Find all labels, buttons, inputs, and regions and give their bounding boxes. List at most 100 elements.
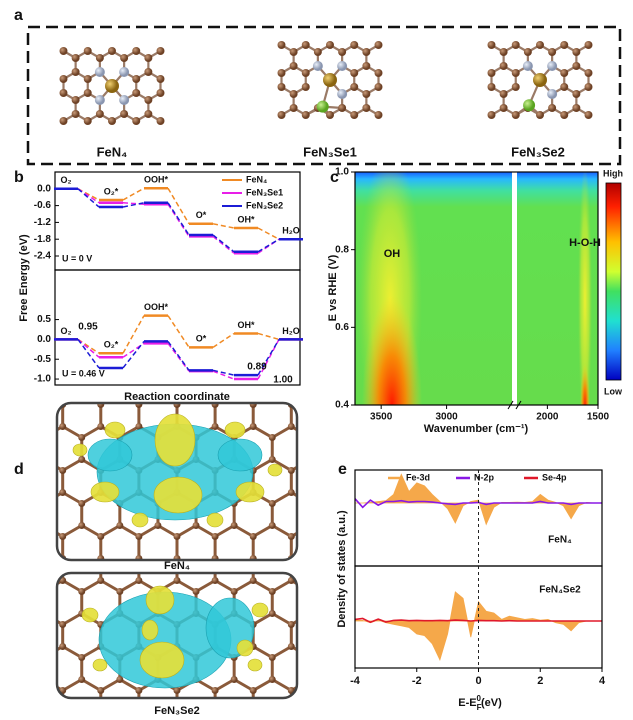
- y-tick-label: -0.5: [34, 354, 52, 365]
- condition-label: U = 0.46 V: [62, 368, 105, 378]
- atom: [307, 544, 314, 551]
- step-label: H₂O: [282, 226, 300, 236]
- atom: [40, 456, 47, 463]
- heat-band: [580, 363, 590, 453]
- bond: [291, 394, 310, 405]
- atom: [40, 434, 47, 441]
- carbon-atom: [584, 83, 592, 91]
- atom: [288, 533, 295, 540]
- atom: [307, 610, 314, 617]
- atom: [135, 577, 142, 584]
- isosurface-accumulation: [252, 603, 268, 617]
- carbon-atom: [350, 41, 358, 49]
- atom: [269, 522, 276, 529]
- atom: [212, 687, 219, 694]
- atom: [21, 401, 28, 408]
- atom: [21, 621, 28, 628]
- atom: [212, 423, 219, 430]
- connector: [213, 235, 234, 252]
- x-tick-label: 2000: [536, 412, 559, 423]
- bond: [291, 559, 310, 570]
- n-atom: [547, 89, 557, 99]
- carbon-atom: [362, 104, 370, 112]
- isosurface-accumulation: [93, 659, 107, 671]
- subplot-label: FeN₄Se2: [539, 585, 581, 596]
- bond: [25, 460, 44, 471]
- carbon-atom: [144, 54, 152, 62]
- x-tick-label: -4: [350, 675, 361, 687]
- bond: [253, 713, 272, 720]
- atom: [97, 709, 104, 716]
- step-label: O₂*: [104, 186, 119, 196]
- y-tick-label: 0.4: [335, 400, 349, 411]
- atom: [326, 555, 333, 562]
- carbon-atom: [290, 90, 298, 98]
- atom: [269, 654, 276, 661]
- carbon-atom: [500, 104, 508, 112]
- atom: [212, 577, 219, 584]
- n-atom: [313, 61, 323, 71]
- carbon-atom: [338, 104, 346, 112]
- carbon-atom: [60, 47, 68, 55]
- carbon-atom: [374, 69, 382, 77]
- bond: [44, 713, 63, 720]
- carbon-atom: [536, 111, 544, 119]
- atom: [174, 577, 181, 584]
- carbon-atom: [362, 62, 370, 70]
- n-atom: [119, 95, 129, 105]
- legend-label: N-2p: [474, 472, 495, 482]
- bond: [25, 713, 44, 720]
- step-label: OOH*: [144, 302, 169, 312]
- atom: [307, 522, 314, 529]
- atom: [326, 423, 333, 430]
- density-label: FeN₃Se2: [154, 705, 199, 717]
- carbon-atom: [290, 48, 298, 56]
- step-label: OH*: [237, 214, 255, 224]
- atom: [97, 423, 104, 430]
- bond: [291, 713, 310, 720]
- carbon-atom: [524, 48, 532, 56]
- bond: [25, 427, 44, 438]
- bond: [215, 713, 234, 720]
- colorbar-label: High: [603, 168, 623, 178]
- isosurface-accumulation: [154, 477, 202, 513]
- carbon-atom: [156, 89, 164, 97]
- connector: [258, 239, 279, 252]
- bond: [310, 460, 329, 471]
- bond: [310, 713, 329, 720]
- carbon-atom: [72, 110, 80, 118]
- atom: [250, 533, 257, 540]
- carbon-atom: [374, 83, 382, 91]
- annotation: 0.95: [78, 322, 98, 333]
- bond: [25, 559, 44, 570]
- bond: [25, 493, 44, 504]
- y-tick-label: 0.5: [37, 314, 51, 325]
- x-axis-label: Wavenumber (cm⁻¹): [424, 423, 529, 435]
- atom: [212, 533, 219, 540]
- atom: [21, 489, 28, 496]
- connector: [168, 343, 189, 371]
- carbon-atom: [278, 41, 286, 49]
- condition-label: U = 0 V: [62, 253, 92, 263]
- atom: [288, 489, 295, 496]
- carbon-atom: [120, 110, 128, 118]
- atom: [269, 434, 276, 441]
- connector: [168, 316, 189, 348]
- carbon-atom: [84, 47, 92, 55]
- atom: [212, 709, 219, 716]
- atom: [21, 533, 28, 540]
- carbon-atom: [60, 117, 68, 125]
- bond: [101, 713, 120, 720]
- bond: [310, 427, 329, 438]
- atom: [135, 687, 142, 694]
- step-label: OOH*: [144, 175, 169, 185]
- carbon-atom: [512, 111, 520, 119]
- carbon-atom: [560, 41, 568, 49]
- x-tick-label: 3500: [370, 412, 393, 423]
- bond: [44, 559, 63, 570]
- isosurface-accumulation: [236, 482, 264, 502]
- panel-label: d: [14, 461, 24, 478]
- atom: [116, 676, 123, 683]
- connector: [213, 333, 234, 347]
- legend-label: Fe-3d: [406, 472, 430, 482]
